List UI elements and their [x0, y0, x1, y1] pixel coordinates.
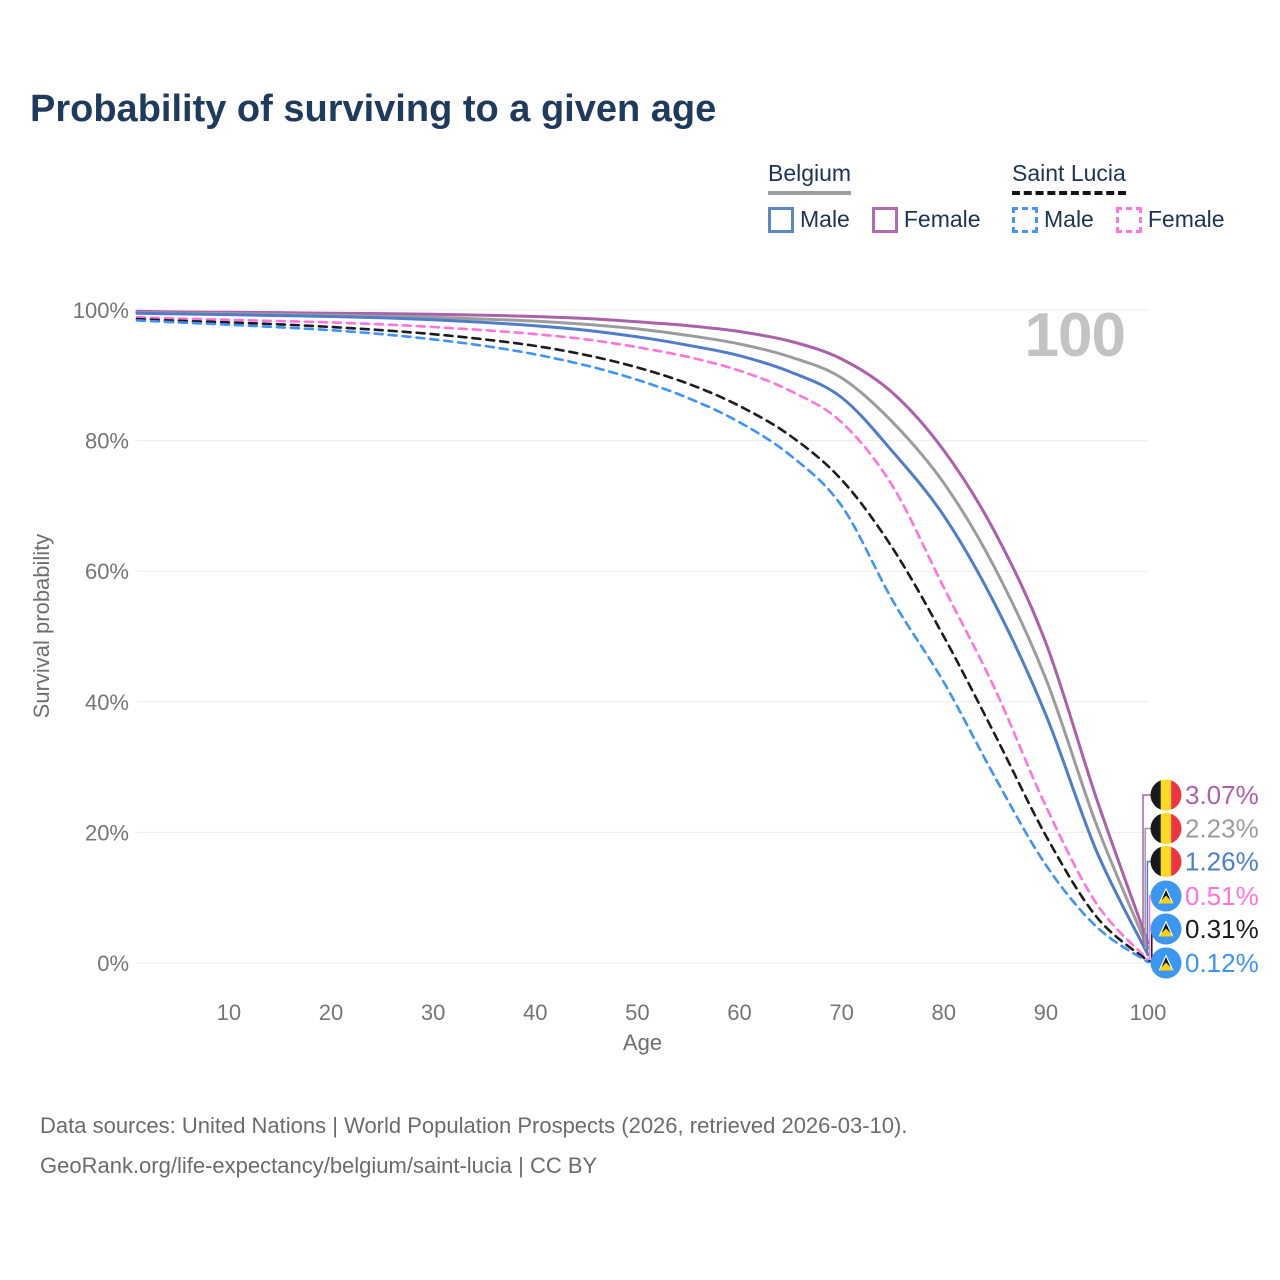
legend-label-saint-lucia-female[interactable]: Female [1147, 206, 1225, 232]
footer-attribution: GeoRank.org/life-expectancy/belgium/sain… [40, 1153, 598, 1178]
series-line-belgium-female[interactable] [135, 309, 1150, 945]
x-tick-label: 90 [1034, 1000, 1058, 1025]
end-value-label-saint-lucia-male: 0.12% [1185, 948, 1259, 978]
belgium-flag-icon [1150, 846, 1182, 877]
end-value-label-belgium-both-sexes: 2.23% [1185, 814, 1259, 844]
legend-country-saint-lucia[interactable]: Saint Lucia [1012, 160, 1126, 195]
legend-country-belgium[interactable]: Belgium [768, 160, 852, 195]
legend-label-saint-lucia-male[interactable]: Male [1044, 206, 1094, 232]
end-value-label-belgium-female: 3.07% [1185, 780, 1259, 810]
y-tick-label: 60% [85, 559, 129, 584]
saint-lucia-flag-icon [1150, 947, 1182, 979]
series-line-belgium-both-sexes[interactable] [135, 311, 1150, 950]
belgium-flag-icon [1150, 813, 1182, 844]
x-tick-label: 70 [829, 1000, 853, 1025]
y-tick-label: 100% [73, 298, 129, 323]
label-connector [1146, 860, 1152, 956]
footer: Data sources: United Nations | World Pop… [40, 1106, 907, 1186]
page-title: Probability of surviving to a given age [30, 88, 717, 130]
saint-lucia-flag-icon [1150, 880, 1182, 912]
legend-group-belgium: Belgium Male Female [768, 160, 981, 233]
saint-lucia-flag-icon [1150, 913, 1182, 945]
end-value-label-belgium-male: 1.26% [1185, 847, 1259, 877]
end-value-label-saint-lucia-female: 0.51% [1185, 881, 1259, 911]
series-line-saint-lucia-male[interactable] [135, 319, 1150, 964]
x-tick-label: 100 [1130, 1000, 1167, 1025]
belgium-flag-icon [1150, 779, 1182, 811]
hover-age-watermark: 100 [1024, 301, 1126, 370]
x-tick-label: 40 [523, 1000, 547, 1025]
y-tick-label: 40% [85, 690, 129, 715]
legend: Belgium Male Female Saint Lucia Male Fem… [0, 160, 1280, 250]
y-axis-title: Survival probability [29, 533, 54, 719]
legend-swatch-belgium-female[interactable] [871, 206, 898, 233]
legend-swatch-belgium-male[interactable] [768, 206, 794, 233]
footer-data-sources: Data sources: United Nations | World Pop… [40, 1113, 908, 1138]
legend-row-belgium: Male Female [768, 206, 981, 233]
legend-label-belgium-female[interactable]: Female [903, 206, 981, 232]
x-tick-label: 80 [932, 1000, 956, 1025]
x-tick-label: 20 [319, 1000, 343, 1025]
legend-swatch-saint-lucia-male[interactable] [1012, 206, 1038, 233]
x-tick-label: 60 [727, 1000, 751, 1025]
x-tick-label: 50 [625, 1000, 649, 1025]
x-tick-label: 30 [421, 1000, 445, 1025]
legend-group-saint-lucia: Saint Lucia Male Female [1012, 160, 1225, 233]
end-value-label-saint-lucia-both-sexes: 0.31% [1185, 914, 1259, 944]
legend-label-belgium-male[interactable]: Male [800, 206, 850, 232]
x-axis-title: Age [623, 1030, 662, 1055]
label-connector [1144, 827, 1152, 950]
y-tick-label: 20% [85, 820, 129, 845]
legend-row-saint-lucia: Male Female [1012, 206, 1225, 233]
legend-swatch-saint-lucia-female[interactable] [1115, 206, 1142, 233]
series-line-saint-lucia-female[interactable] [135, 315, 1150, 961]
y-tick-label: 0% [97, 951, 129, 976]
x-tick-label: 10 [217, 1000, 241, 1025]
y-tick-label: 80% [85, 429, 129, 454]
series-line-belgium-male[interactable] [135, 311, 1150, 957]
series-line-saint-lucia-both-sexes[interactable] [135, 317, 1150, 963]
